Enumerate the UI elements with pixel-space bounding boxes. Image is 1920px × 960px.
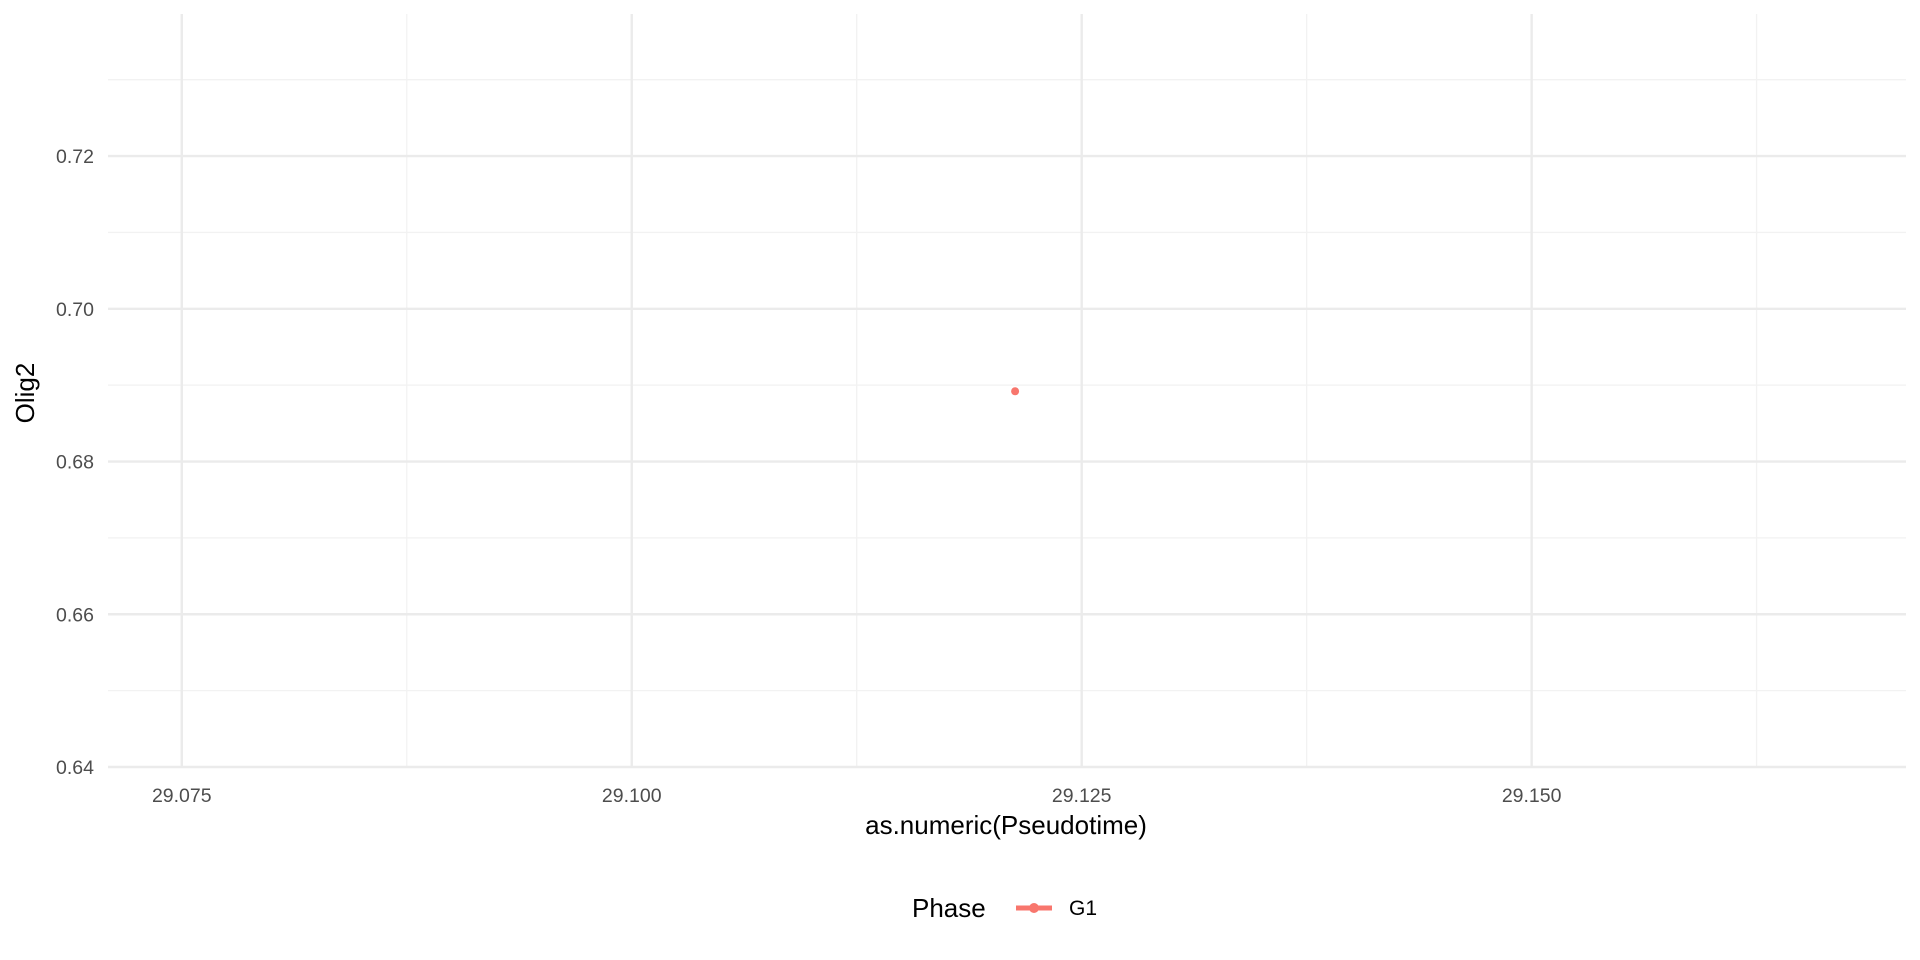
x-tick-label: 29.150	[1502, 785, 1562, 807]
minor-gridlines	[108, 14, 1906, 767]
y-axis-title: Olig2	[10, 363, 40, 424]
major-gridlines	[108, 14, 1906, 769]
y-axis-tick-labels: 0.64 0.66 0.68 0.70 0.72	[56, 146, 94, 779]
data-point-g1	[1011, 387, 1020, 396]
legend: Phase G1	[912, 893, 1097, 923]
y-tick-label: 0.66	[56, 604, 94, 626]
y-tick-label: 0.70	[56, 299, 94, 321]
y-tick-label: 0.64	[56, 757, 94, 779]
y-tick-label: 0.72	[56, 146, 94, 168]
x-axis-title: as.numeric(Pseudotime)	[865, 810, 1147, 840]
x-tick-label: 29.075	[152, 785, 212, 807]
data-points	[1011, 387, 1020, 396]
legend-label-g1: G1	[1069, 897, 1097, 920]
y-tick-label: 0.68	[56, 452, 94, 474]
x-axis-tick-labels: 29.075 29.100 29.125 29.150	[152, 785, 1562, 807]
x-tick-label: 29.100	[602, 785, 662, 807]
legend-title: Phase	[912, 893, 986, 923]
x-tick-label: 29.125	[1052, 785, 1112, 807]
legend-key-g1-point	[1029, 903, 1039, 913]
